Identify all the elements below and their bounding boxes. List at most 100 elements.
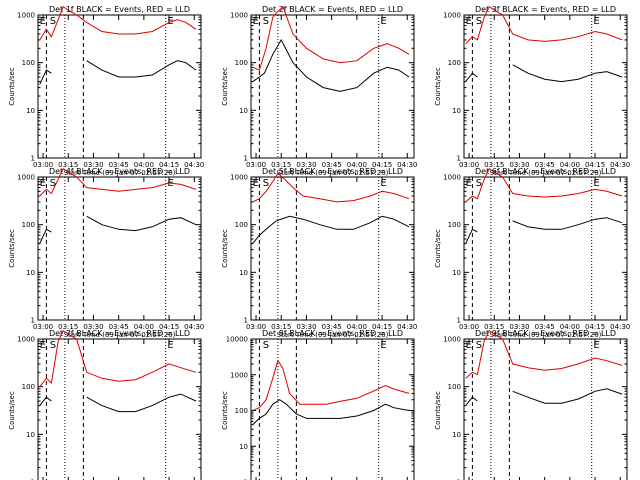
y-tick-label: 1	[244, 479, 248, 480]
series-line	[252, 215, 410, 244]
series-line	[465, 5, 623, 45]
event-marker-label: S	[50, 340, 56, 351]
x-tick-label: 03:15	[484, 161, 504, 169]
series-line	[252, 359, 410, 411]
event-marker-label: E	[593, 340, 599, 351]
series-line	[252, 172, 410, 203]
chart-title: Det 9f BLACK = Events, RED = LLD	[475, 329, 616, 338]
x-tick-label: 03:00	[246, 161, 266, 169]
chart-title: Det 3f BLACK = Events, RED = LLD	[475, 5, 616, 14]
x-tick-label: 03:00	[33, 161, 53, 169]
chart-panel: Det 5f BLACK = Events, RED = LLD 1 10 100 10…	[221, 167, 417, 339]
x-tick-label: 04:00	[560, 323, 580, 331]
plot-frame	[37, 176, 202, 321]
x-tick-label: 03:45	[109, 161, 129, 169]
y-tick-label: 1	[457, 317, 461, 325]
x-axis-label: Start Time (09-Jan-07 02:57:20)	[277, 169, 389, 177]
plot-frame	[37, 14, 202, 159]
plot-frame	[37, 338, 202, 480]
chart-title: Det 8f BLACK = Events, RED = LLD	[262, 329, 403, 338]
series-line	[39, 167, 197, 197]
event-marker-label: E	[253, 16, 259, 27]
x-tick-label: 03:30	[509, 161, 529, 169]
event-marker-label: E	[380, 178, 386, 189]
y-tick-label: 10	[239, 269, 248, 277]
x-tick-label: 03:30	[509, 323, 529, 331]
y-tick-label: 100	[448, 59, 461, 67]
x-tick-label: 03:15	[271, 323, 291, 331]
series-line	[39, 393, 197, 413]
y-tick-label: 100	[235, 221, 248, 229]
y-tick-label: 100	[235, 59, 248, 67]
series-line	[39, 5, 197, 41]
y-tick-label: 10	[452, 431, 461, 439]
y-axis-label: Counts/sec	[8, 229, 16, 268]
x-tick-label: 03:30	[83, 323, 103, 331]
event-marker-label: E	[466, 178, 472, 189]
series-line	[39, 215, 197, 244]
y-tick-label: 100	[235, 407, 248, 415]
x-tick-label: 03:30	[296, 323, 316, 331]
x-tick-label: 03:45	[322, 161, 342, 169]
x-tick-label: 04:30	[184, 161, 204, 169]
y-tick-label: 1000	[230, 371, 248, 379]
y-axis-label: Counts/sec	[434, 391, 442, 430]
x-tick-label: 04:15	[372, 161, 392, 169]
event-marker-label: E	[167, 340, 173, 351]
event-marker-label: E	[593, 16, 599, 27]
x-tick-label: 03:15	[58, 323, 78, 331]
series-line	[465, 329, 623, 379]
x-tick-label: 04:30	[184, 323, 204, 331]
chart-panel: Det 4f BLACK = Events, RED = LLD 1 10 100 10…	[8, 167, 204, 339]
series-line	[252, 5, 410, 71]
chart-title: Det 1f BLACK = Events, RED = LLD	[49, 5, 190, 14]
y-tick-label: 1	[244, 155, 248, 163]
y-tick-label: 1000	[443, 12, 461, 20]
y-tick-label: 1000	[230, 12, 248, 20]
series-line	[465, 217, 623, 244]
y-tick-label: 1	[244, 317, 248, 325]
y-axis-label: Counts/sec	[8, 67, 16, 106]
series-line	[465, 388, 623, 406]
series-line	[39, 60, 197, 85]
x-tick-label: 04:15	[159, 323, 179, 331]
x-tick-label: 03:45	[109, 323, 129, 331]
y-tick-label: 10	[239, 107, 248, 115]
event-marker-label: E	[380, 16, 386, 27]
y-tick-label: 10	[26, 269, 35, 277]
x-tick-label: 04:30	[397, 161, 417, 169]
x-axis-label: Start Time (09-Jan-07 02:57:20)	[277, 331, 389, 339]
chart-title: Det 2f BLACK = Events, RED = LLD	[262, 5, 403, 14]
plot-frame	[463, 338, 628, 480]
series-line	[252, 38, 410, 92]
chart-panel: Det 6f BLACK = Events, RED = LLD 1 10 100 10…	[434, 167, 630, 339]
chart-title: Det 7f BLACK = Events, RED = LLD	[49, 329, 190, 338]
y-tick-label: 100	[22, 383, 35, 391]
plot-frame	[250, 338, 415, 480]
y-axis-label: Counts/sec	[221, 229, 229, 268]
event-marker-label: S	[50, 178, 56, 189]
y-tick-label: 100	[448, 383, 461, 391]
plot-frame	[463, 176, 628, 321]
x-tick-label: 04:15	[585, 161, 605, 169]
x-tick-label: 03:00	[459, 323, 479, 331]
event-marker-label: E	[380, 340, 386, 351]
x-tick-label: 04:15	[585, 323, 605, 331]
chart-title: Det 6f BLACK = Events, RED = LLD	[475, 167, 616, 176]
y-tick-label: 100	[22, 59, 35, 67]
event-marker-label: S	[263, 178, 269, 189]
plot-frame	[250, 14, 415, 159]
x-tick-label: 04:00	[134, 161, 154, 169]
y-tick-label: 1	[457, 479, 461, 480]
x-axis-label: Start Time (09-Jan-07 02:57:20)	[64, 331, 176, 339]
series-line	[252, 399, 410, 426]
x-tick-label: 04:30	[397, 323, 417, 331]
x-tick-label: 03:45	[535, 161, 555, 169]
x-tick-label: 03:30	[296, 161, 316, 169]
x-tick-label: 04:30	[610, 161, 630, 169]
x-tick-label: 04:00	[560, 161, 580, 169]
y-tick-label: 10	[26, 107, 35, 115]
y-tick-label: 1000	[17, 12, 35, 20]
y-axis-label: Counts/sec	[221, 391, 229, 430]
